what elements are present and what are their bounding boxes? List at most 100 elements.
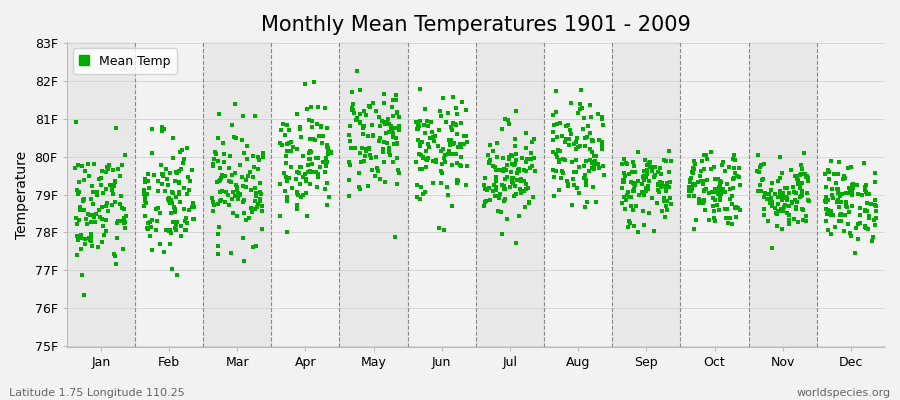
Point <box>580 122 595 129</box>
Point <box>152 241 166 248</box>
Point <box>386 158 400 165</box>
Point <box>620 192 634 198</box>
Point <box>378 121 392 127</box>
Point <box>155 171 169 178</box>
Point <box>75 272 89 278</box>
Point <box>156 172 170 179</box>
Point <box>235 137 249 143</box>
Point <box>708 188 723 194</box>
Point <box>284 139 298 145</box>
Point <box>504 152 518 158</box>
Point <box>508 151 523 158</box>
Point <box>751 188 765 194</box>
Point <box>757 161 771 167</box>
Point <box>568 169 582 176</box>
Point <box>381 140 395 146</box>
Point <box>450 180 464 186</box>
Point <box>354 159 368 165</box>
Point <box>820 211 834 217</box>
Point <box>846 184 860 190</box>
Point <box>231 190 246 197</box>
Point <box>145 150 159 156</box>
Point <box>446 203 460 209</box>
Point <box>321 150 336 157</box>
Point <box>358 146 373 152</box>
Point <box>832 193 847 199</box>
Point <box>578 172 592 178</box>
Point <box>794 162 808 168</box>
Point <box>364 154 378 161</box>
Point <box>294 194 309 200</box>
Point <box>320 180 334 186</box>
Point <box>751 152 765 158</box>
Point <box>169 222 184 228</box>
Point <box>770 178 785 184</box>
Point <box>86 188 101 195</box>
Point <box>248 206 262 212</box>
Point <box>293 124 308 130</box>
Point <box>382 148 396 155</box>
Point <box>489 184 503 190</box>
Point <box>519 167 534 174</box>
Point <box>216 140 230 147</box>
Point <box>584 149 598 155</box>
Point <box>90 192 104 198</box>
Point <box>284 164 299 170</box>
Point <box>818 198 832 205</box>
Point <box>437 155 452 161</box>
Point <box>253 189 267 195</box>
Point <box>442 138 456 144</box>
Point <box>564 159 579 165</box>
Point <box>779 194 794 201</box>
Point <box>682 188 697 194</box>
Bar <box>544 42 612 347</box>
Point <box>341 192 356 199</box>
Point <box>841 165 855 171</box>
Point <box>845 192 859 198</box>
Point <box>715 190 729 196</box>
Point <box>217 151 231 158</box>
Point <box>414 184 428 190</box>
Point <box>779 196 794 203</box>
Point <box>76 196 90 203</box>
Point <box>845 185 859 191</box>
Point <box>310 155 325 162</box>
Point <box>158 188 172 194</box>
Point <box>824 158 839 164</box>
Point <box>768 205 782 211</box>
Point <box>725 156 740 162</box>
Point <box>108 260 122 267</box>
Point <box>728 156 742 163</box>
Point <box>99 216 113 223</box>
Point <box>591 110 606 117</box>
Point <box>78 241 93 248</box>
Point <box>694 198 708 204</box>
Point <box>302 156 316 162</box>
Point <box>585 160 599 166</box>
Point <box>800 178 814 184</box>
Point <box>572 143 587 150</box>
Point <box>361 133 375 140</box>
Point <box>437 159 452 165</box>
Point <box>85 212 99 218</box>
Point <box>489 167 503 174</box>
Point <box>793 194 807 200</box>
Point <box>376 119 391 126</box>
Point <box>491 154 505 161</box>
Point <box>570 185 584 191</box>
Point <box>637 167 652 174</box>
Point <box>227 134 241 140</box>
Point <box>410 122 425 129</box>
Point <box>580 199 595 205</box>
Point <box>550 134 564 140</box>
Point <box>691 196 706 202</box>
Point <box>583 129 598 136</box>
Point <box>712 186 726 193</box>
Point <box>74 232 88 238</box>
Point <box>726 175 741 181</box>
Point <box>390 154 404 161</box>
Point <box>448 105 463 111</box>
Point <box>868 202 882 208</box>
Point <box>282 127 296 134</box>
Point <box>569 156 583 163</box>
